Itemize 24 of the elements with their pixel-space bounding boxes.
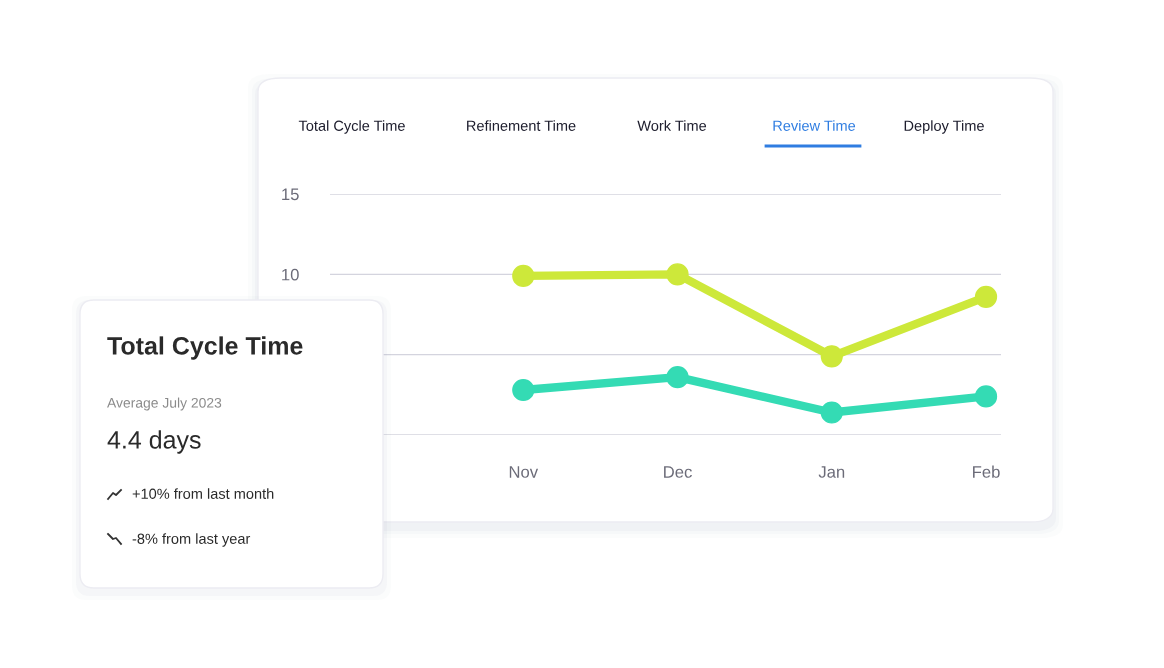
text: +10% from last month bbox=[132, 488, 274, 499]
y-tick-label: 10 bbox=[282, 268, 299, 281]
text: Deploy Time bbox=[904, 120, 984, 134]
text: Review Time bbox=[773, 120, 856, 131]
y-tick-label: 15 bbox=[282, 188, 299, 201]
text: Refinement Time bbox=[467, 120, 576, 131]
x-tick-label: Nov bbox=[509, 466, 539, 478]
x-tick-label: Jan bbox=[818, 466, 845, 478]
text: -8% from last year bbox=[132, 533, 251, 547]
text: Average July 2023 bbox=[107, 397, 222, 411]
point bbox=[974, 285, 998, 308]
text: Total Cycle Time bbox=[298, 120, 405, 134]
text: Total Cycle Time bbox=[107, 336, 303, 360]
point bbox=[820, 401, 843, 424]
x-tick-label: Feb bbox=[973, 465, 1000, 478]
point bbox=[820, 345, 843, 368]
text: Work Time bbox=[637, 120, 707, 131]
point bbox=[666, 263, 689, 286]
point bbox=[974, 385, 998, 408]
point bbox=[666, 366, 689, 389]
point bbox=[512, 378, 535, 402]
point bbox=[512, 264, 535, 288]
text: 4.4 days bbox=[107, 430, 201, 454]
x-tick-label: Dec bbox=[664, 466, 692, 478]
